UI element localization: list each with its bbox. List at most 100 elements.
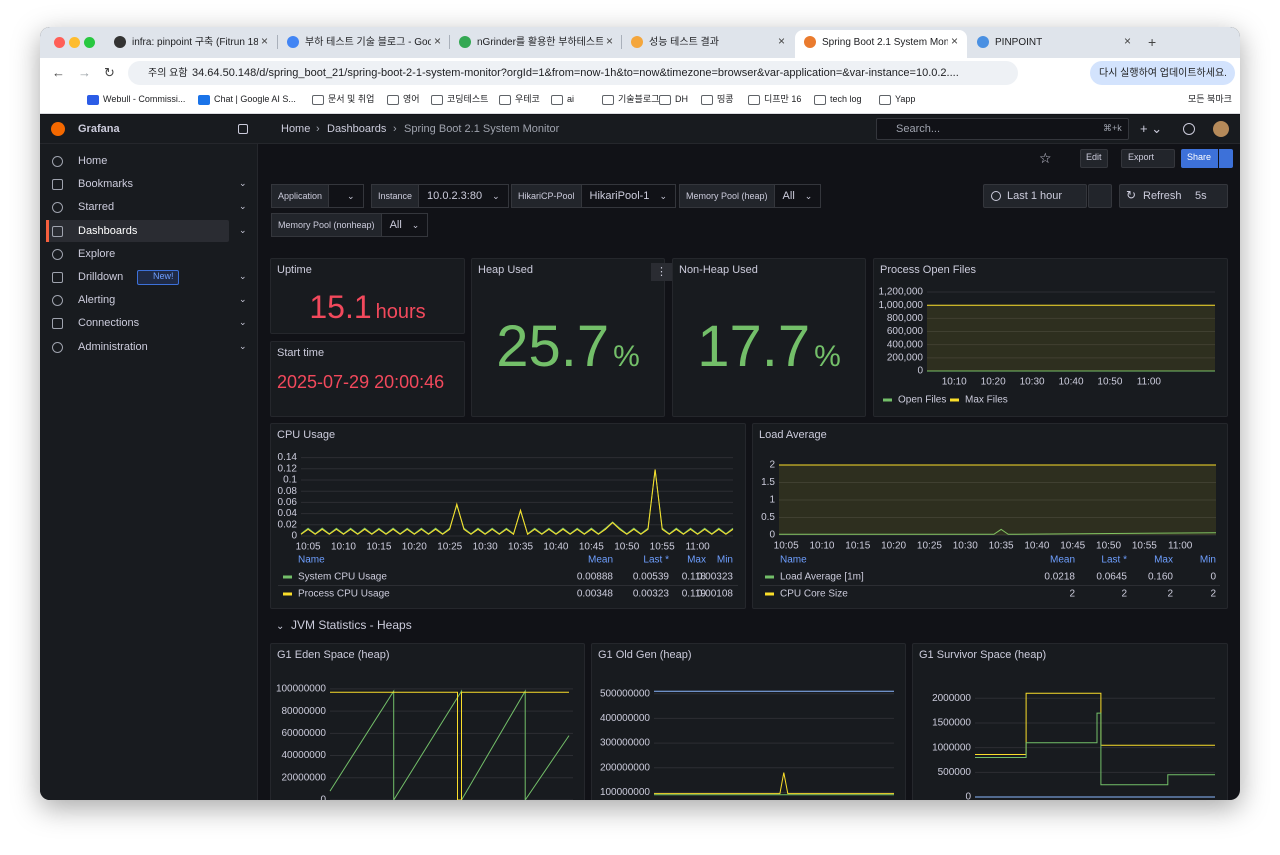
tab-title[interactable]: nGrinder를 활용한 부하테스트 | 1	[477, 36, 603, 48]
dock-icon[interactable]	[238, 124, 248, 134]
search-box[interactable]	[876, 118, 1129, 140]
search-shortcut: ⌘+k	[1103, 123, 1122, 134]
nav-button[interactable]: →	[78, 64, 91, 80]
variable-value[interactable]: 10.0.2.3:80 ⌄	[419, 184, 509, 208]
panel-title: G1 Old Gen (heap)	[598, 648, 692, 661]
bookmark[interactable]: Yapp	[895, 94, 916, 105]
star-button[interactable]: ☆	[1039, 149, 1052, 166]
nav-icon	[52, 249, 63, 260]
tab-title[interactable]: 성능 테스트 결과	[649, 36, 719, 48]
tab-title[interactable]: Spring Boot 2.1 System Monit	[822, 36, 948, 48]
update-button[interactable]	[1090, 61, 1235, 85]
avatar[interactable]	[1213, 121, 1229, 137]
y-tick-label: 500000	[938, 767, 972, 778]
bookmark-icon	[551, 95, 563, 105]
panel	[912, 643, 1228, 800]
y-tick-label: 20000000	[282, 772, 327, 783]
tab-close: ×	[778, 34, 786, 49]
series-line	[300, 469, 734, 536]
panel	[873, 258, 1228, 417]
edit-button[interactable]	[1080, 149, 1108, 168]
add-menu[interactable]: + ⌄	[1140, 120, 1163, 136]
tab-active[interactable]	[795, 30, 967, 58]
legend-name: Process CPU Usage	[298, 589, 390, 600]
bookmark[interactable]: 우테코	[515, 94, 540, 105]
window-control[interactable]	[84, 37, 95, 48]
panel-title: Load Average	[759, 428, 827, 441]
nav-item[interactable]: Administration	[78, 340, 148, 353]
legend-stat: 2	[1210, 589, 1216, 600]
variable[interactable]: Application ⌄	[271, 184, 364, 208]
bookmark[interactable]: 문서 및 취업	[328, 94, 375, 105]
variable-value[interactable]: ⌄	[329, 184, 364, 208]
nav-button[interactable]: ←	[52, 64, 65, 80]
breadcrumb[interactable]: Home	[281, 122, 311, 135]
refresh-button[interactable]	[1119, 184, 1228, 208]
series-line	[975, 712, 1215, 786]
tab-title[interactable]: 부하 테스트 기술 블로그 - Google	[305, 36, 431, 48]
nav-item[interactable]: Alerting	[78, 293, 116, 306]
variable[interactable]: Instance 10.0.2.3:80 ⌄	[371, 184, 509, 208]
y-tick-label: 0	[291, 531, 297, 542]
nav-active	[46, 220, 229, 242]
variable-value-text: 10.0.2.3:80	[427, 190, 483, 202]
legend-stat: 0.0218	[1044, 572, 1075, 583]
nav-item[interactable]: Connections	[78, 316, 140, 329]
tab-title[interactable]: infra: pinpoint 구축 (Fitrun 18	[132, 36, 258, 48]
bookmark[interactable]: DH	[675, 94, 688, 105]
share-button[interactable]	[1181, 149, 1218, 168]
nav-item[interactable]: Starred	[78, 200, 115, 213]
bookmark[interactable]: 기술블로그	[618, 94, 660, 105]
variable-value[interactable]: HikariPool-1 ⌄	[581, 184, 676, 208]
help-icon[interactable]	[1183, 123, 1195, 135]
tab-favicon	[287, 36, 299, 48]
window-control[interactable]	[54, 37, 65, 48]
window-control[interactable]	[69, 37, 80, 48]
tab-favicon	[459, 36, 471, 48]
omnibox[interactable]	[128, 61, 1018, 85]
nav-item[interactable]: Bookmarks	[78, 177, 134, 190]
row-chevron: ⌄	[276, 620, 285, 632]
bookmark[interactable]: 띵콩	[717, 94, 734, 105]
new-tab[interactable]: +	[1148, 33, 1157, 50]
variable[interactable]: Memory Pool (heap) All ⌄	[679, 184, 822, 208]
variable-value[interactable]: All ⌄	[774, 184, 822, 208]
legend-stat: 0.00348	[577, 589, 614, 600]
breadcrumb[interactable]: Dashboards	[327, 122, 387, 135]
x-tick-label: 10:05	[296, 542, 321, 553]
nav-item[interactable]: Home	[78, 154, 108, 167]
y-tick-label: 1500000	[932, 718, 971, 729]
bookmark[interactable]: Webull - Commissi...	[103, 94, 186, 105]
zoom-button[interactable]	[1088, 184, 1112, 208]
bookmark[interactable]: 디프만 16	[764, 94, 802, 105]
nav-item[interactable]: Drilldown	[78, 270, 124, 283]
tab-favicon	[804, 36, 816, 48]
tab-title[interactable]: PINPOINT	[995, 36, 1043, 48]
legend-stat: 2	[1069, 589, 1075, 600]
bookmark[interactable]: 코딩테스트	[447, 94, 489, 105]
bookmark[interactable]: ai	[567, 94, 575, 105]
time-range: Last 1 hour	[1007, 189, 1063, 202]
row-title[interactable]: JVM Statistics - Heaps	[291, 618, 412, 633]
tab-close: ×	[1124, 34, 1132, 49]
bookmark[interactable]: Chat | Google AI S...	[214, 94, 296, 105]
legend-name: Load Average [1m]	[780, 572, 864, 583]
variable-value[interactable]: All ⌄	[381, 213, 429, 237]
panel	[270, 643, 585, 800]
x-tick-label: 11:00	[685, 542, 710, 553]
nav-item[interactable]: Dashboards	[78, 224, 138, 237]
y-tick-label: 0.02	[278, 519, 298, 530]
all-bookmarks[interactable]: 모든 북마크	[1188, 94, 1232, 105]
variable[interactable]: HikariCP-Pool HikariPool-1 ⌄	[511, 184, 676, 208]
nav-button[interactable]: ↻	[104, 64, 115, 80]
bookmark[interactable]: tech log	[830, 94, 862, 105]
panel-menu[interactable]: ⋮	[651, 262, 672, 282]
export-button[interactable]	[1121, 149, 1175, 168]
bookmark[interactable]: 영어	[403, 94, 420, 105]
browser-window: infra: pinpoint 구축 (Fitrun 18 × 부하 테스트 기술 …	[40, 27, 1240, 800]
stat-number: 25.7	[496, 314, 610, 379]
share-caret[interactable]	[1219, 149, 1233, 168]
variable[interactable]: Memory Pool (nonheap) All ⌄	[271, 213, 429, 237]
nav-item[interactable]: Explore	[78, 247, 116, 260]
x-tick-label: 10:15	[845, 541, 870, 552]
